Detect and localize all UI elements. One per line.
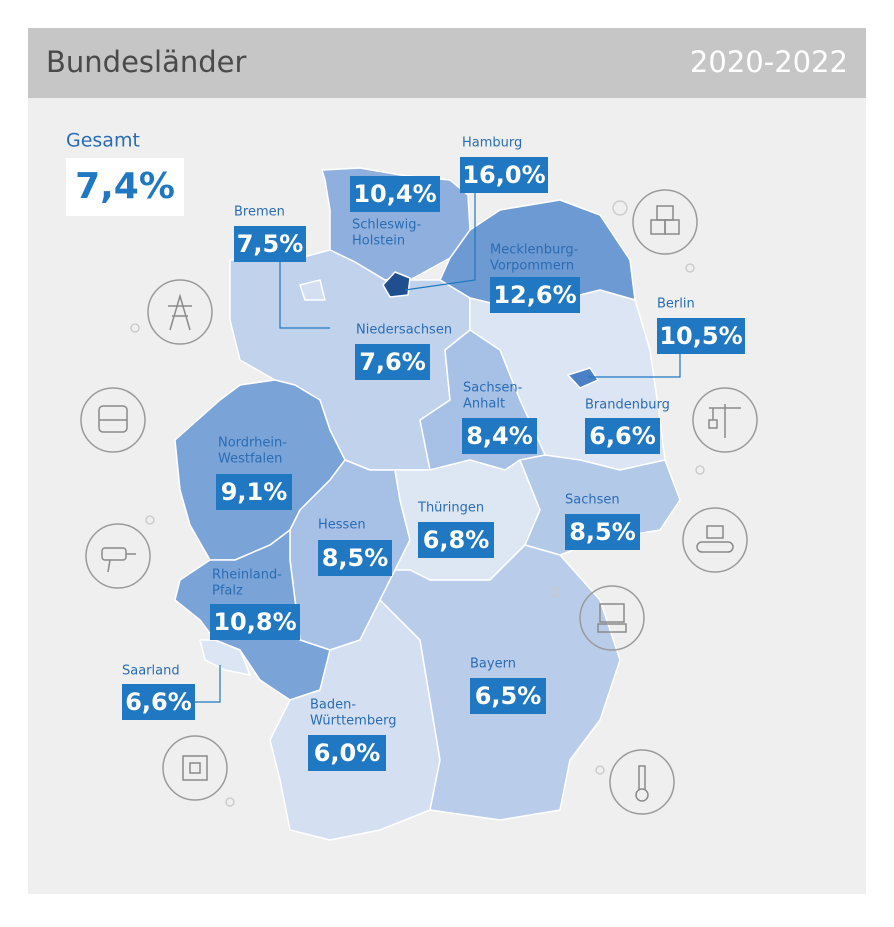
state-name: Vorpommern (490, 259, 574, 274)
state-value: 10,5% (659, 322, 742, 350)
state-value: 7,5% (237, 230, 304, 258)
state-value: 9,1% (221, 478, 288, 506)
state-value: 10,8% (213, 608, 296, 636)
state-value: 6,5% (475, 682, 542, 710)
total-label: Gesamt (66, 130, 140, 152)
state-value: 8,5% (322, 544, 389, 572)
state-name: Sachsen- (463, 381, 523, 396)
title: Bundesländer (46, 45, 246, 79)
state-name: Schleswig- (352, 218, 422, 233)
state-name: Niedersachsen (356, 323, 452, 338)
state-name: Hessen (318, 518, 366, 533)
state-value: 6,0% (314, 739, 381, 767)
state-name: Hamburg (462, 136, 522, 151)
state-name: Thüringen (417, 501, 484, 516)
state-name: Sachsen (565, 493, 620, 508)
state-name: Holstein (352, 234, 405, 249)
infographic: Bundesländer 2020-2022 (0, 0, 894, 923)
state-value: 6,6% (589, 422, 656, 450)
state-name: Nordrhein- (218, 436, 287, 451)
state-name: Anhalt (463, 397, 505, 412)
state-value: 7,6% (359, 348, 426, 376)
state-name: Bayern (470, 657, 516, 672)
total-value: 7,4% (75, 166, 175, 207)
state-value: 6,6% (125, 688, 192, 716)
state-name: Württemberg (310, 714, 396, 729)
state-value: 8,4% (466, 422, 533, 450)
state-value: 8,5% (569, 518, 636, 546)
state-name: Baden- (310, 698, 356, 713)
state-name: Berlin (657, 297, 695, 312)
state-name: Rheinland- (212, 568, 282, 583)
state-name: Saarland (122, 664, 180, 679)
state-value: 10,4% (353, 180, 436, 208)
state-name: Bremen (234, 205, 285, 220)
state-value: 16,0% (462, 161, 545, 189)
state-name: Westfalen (218, 452, 282, 467)
state-name: Brandenburg (585, 398, 670, 413)
period: 2020-2022 (690, 45, 848, 79)
state-name: Pfalz (212, 584, 243, 599)
state-name: Mecklenburg- (490, 243, 579, 258)
state-value: 12,6% (493, 281, 576, 309)
state-value: 6,8% (423, 526, 490, 554)
